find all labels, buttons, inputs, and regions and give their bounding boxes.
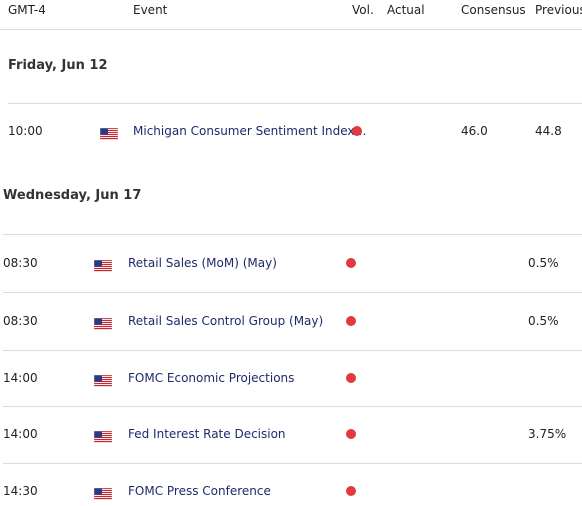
event-time: 10:00 bbox=[8, 124, 43, 138]
volatility-dot bbox=[346, 316, 356, 326]
previous-value: 0.5% bbox=[528, 256, 559, 270]
column-header: Event bbox=[133, 3, 168, 17]
previous-value: 0.5% bbox=[528, 314, 559, 328]
column-header: Previous bbox=[535, 3, 582, 17]
event-name: Retail Sales (MoM) (May) bbox=[128, 256, 277, 270]
previous-value: 44.8 bbox=[535, 124, 562, 138]
section-date: Friday, Jun 12 bbox=[8, 58, 108, 73]
country-flag bbox=[99, 125, 119, 141]
column-header: Consensus bbox=[461, 3, 526, 17]
country-flag bbox=[93, 257, 113, 273]
event-time: 14:30 bbox=[3, 484, 38, 498]
volatility-dot bbox=[352, 126, 362, 136]
country-flag bbox=[93, 315, 113, 331]
divider bbox=[3, 406, 582, 407]
column-header: Actual bbox=[387, 3, 425, 17]
country-flag bbox=[93, 485, 113, 501]
event-name: Michigan Consumer Sentiment Index… bbox=[133, 124, 367, 138]
event-time: 14:00 bbox=[3, 371, 38, 385]
volatility-dot bbox=[346, 373, 356, 383]
divider bbox=[3, 350, 582, 351]
consensus-value: 46.0 bbox=[461, 124, 488, 138]
volatility-dot bbox=[346, 486, 356, 496]
divider bbox=[8, 103, 582, 104]
previous-value: 3.75% bbox=[528, 427, 567, 441]
column-header: GMT-4 bbox=[8, 3, 46, 17]
event-name: FOMC Economic Projections bbox=[128, 371, 295, 385]
event-name: Fed Interest Rate Decision bbox=[128, 427, 286, 441]
volatility-dot bbox=[346, 258, 356, 268]
divider bbox=[3, 234, 582, 235]
column-header: Vol. bbox=[352, 3, 374, 17]
divider bbox=[3, 292, 582, 293]
divider bbox=[0, 29, 582, 30]
section-date: Wednesday, Jun 17 bbox=[3, 188, 142, 203]
country-flag bbox=[93, 428, 113, 444]
country-flag bbox=[93, 372, 113, 388]
event-time: 08:30 bbox=[3, 256, 38, 270]
divider bbox=[3, 463, 582, 464]
event-time: 08:30 bbox=[3, 314, 38, 328]
event-name: FOMC Press Conference bbox=[128, 484, 271, 498]
volatility-dot bbox=[346, 429, 356, 439]
event-time: 14:00 bbox=[3, 427, 38, 441]
event-name: Retail Sales Control Group (May) bbox=[128, 314, 324, 328]
